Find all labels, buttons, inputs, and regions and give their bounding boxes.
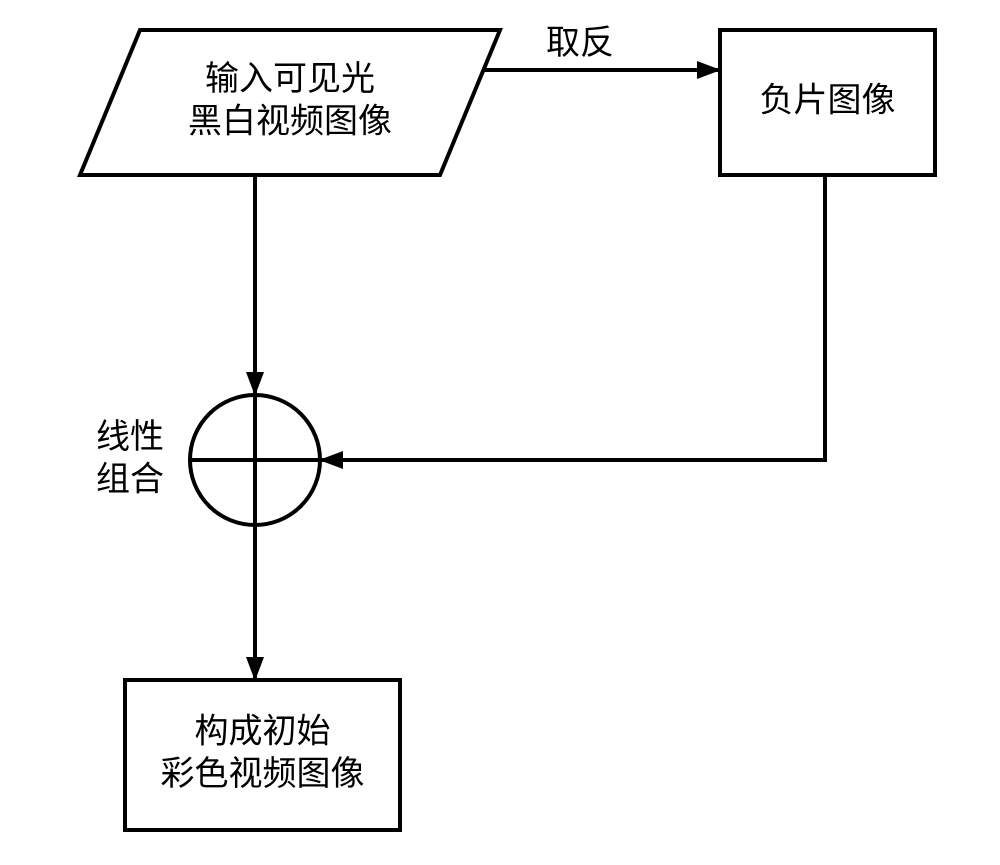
svg-text:输入可见光: 输入可见光 xyxy=(205,60,375,98)
node-negative: 负片图像 xyxy=(720,30,935,175)
svg-text:组合: 组合 xyxy=(96,461,164,499)
nodes-layer: 输入可见光黑白视频图像 负片图像构成初始彩色视频图像 xyxy=(80,30,935,830)
svg-text:黑白视频图像: 黑白视频图像 xyxy=(188,103,392,141)
node-combine xyxy=(190,395,320,525)
svg-text:线性: 线性 xyxy=(96,418,164,456)
svg-text:彩色视频图像: 彩色视频图像 xyxy=(161,755,365,793)
svg-text:构成初始: 构成初始 xyxy=(195,713,331,751)
svg-text:负片图像: 负片图像 xyxy=(760,81,896,119)
node-output: 构成初始彩色视频图像 xyxy=(125,680,400,830)
flowchart-canvas: 输入可见光黑白视频图像 负片图像构成初始彩色视频图像 线性组合 取反 xyxy=(0,0,1000,865)
edge-label-0: 取反 xyxy=(546,24,614,62)
node-input: 输入可见光黑白视频图像 xyxy=(80,30,500,175)
edge-1 xyxy=(320,175,825,460)
